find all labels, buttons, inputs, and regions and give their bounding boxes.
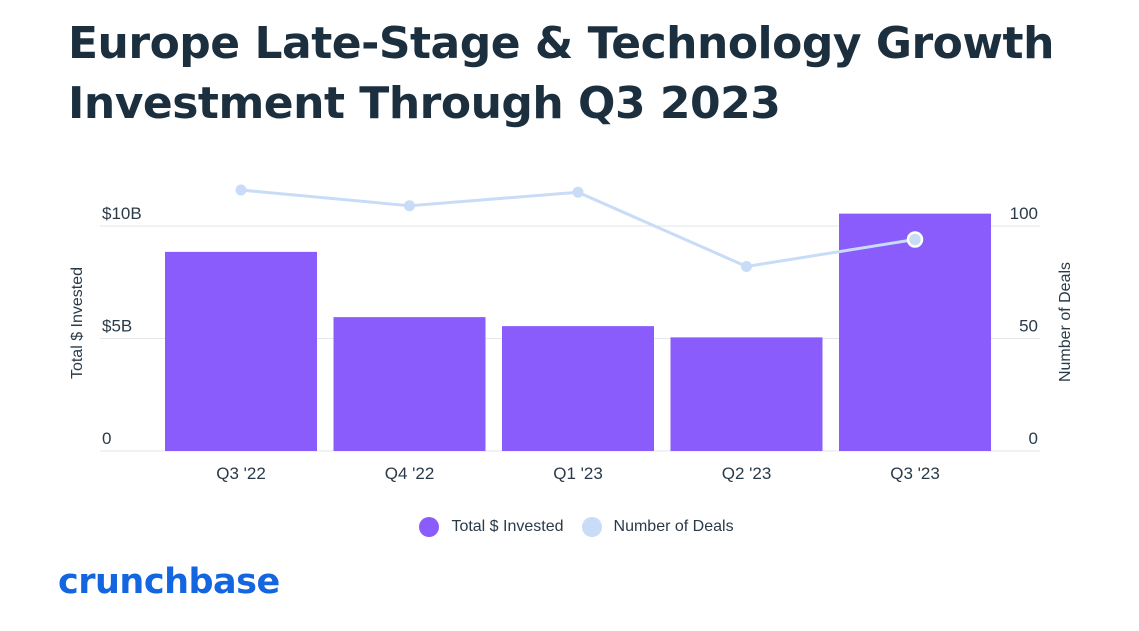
legend-item-deals[interactable]: Number of Deals [581, 517, 734, 537]
x-tick-label: Q4 '22 [385, 464, 435, 483]
legend-swatch-invested [419, 517, 440, 537]
right-axis-title: Number of Deals [1057, 262, 1074, 382]
bar-total-invested[interactable] [165, 251, 317, 451]
deals-point[interactable] [741, 261, 752, 272]
chart-title: Europe Late-Stage & Technology Growth In… [68, 18, 1054, 129]
bar-total-invested[interactable] [502, 326, 654, 451]
axis-ticks: 0 $5B $10B 0 50 100 Q3 '22 Q4 '22 Q1 '23 Q2 '23 Q3… [102, 204, 1038, 483]
bar-total-invested[interactable] [670, 337, 823, 451]
right-tick-label: 0 [1029, 429, 1038, 448]
deals-line [235, 184, 924, 272]
x-tick-label: Q3 '22 [216, 464, 266, 483]
legend-item-invested[interactable]: Total $ Invested [419, 517, 564, 537]
left-tick-label: 0 [102, 429, 111, 448]
legend-swatch-deals [581, 517, 602, 537]
right-tick-label: 50 [1019, 317, 1038, 336]
legend: Total $ Invested Number of Deals [0, 517, 1139, 537]
deals-point[interactable] [572, 186, 584, 198]
deals-point[interactable] [404, 200, 415, 212]
right-tick-label: 100 [1010, 204, 1038, 223]
x-tick-label: Q1 '23 [553, 464, 603, 483]
x-tick-label: Q2 '23 [722, 464, 772, 483]
legend-label-deals: Number of Deals [613, 518, 734, 535]
left-axis-title: Total $ Invested [69, 267, 86, 379]
crunchbase-logo: crunchbase [58, 562, 280, 602]
legend-label-invested: Total $ Invested [451, 518, 564, 535]
bars [165, 213, 991, 451]
left-tick-label: $10B [102, 204, 142, 223]
deals-line-path [240, 188, 916, 268]
deals-point[interactable] [906, 231, 924, 248]
bar-total-invested[interactable] [333, 317, 486, 451]
left-tick-label: $5B [102, 317, 132, 336]
bar-total-invested[interactable] [839, 213, 991, 451]
deals-point[interactable] [235, 184, 247, 196]
x-tick-label: Q3 '23 [890, 464, 940, 483]
